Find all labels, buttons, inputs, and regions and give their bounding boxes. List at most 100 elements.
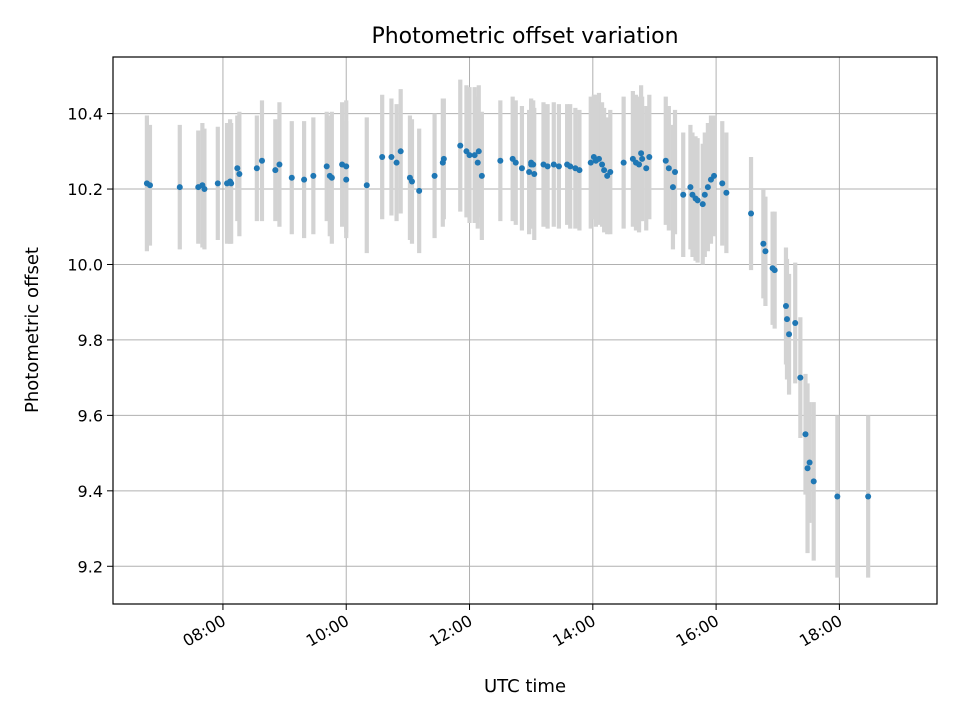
y-tick-label: 9.8 [78, 331, 103, 350]
data-point [599, 161, 606, 168]
data-point [723, 189, 730, 196]
data-point [201, 186, 208, 193]
data-point [323, 163, 330, 170]
data-point [497, 157, 504, 164]
data-point [567, 163, 574, 170]
data-point [806, 459, 813, 466]
data-point [466, 152, 473, 159]
data-point [792, 319, 799, 326]
data-point [343, 163, 350, 170]
data-point [228, 180, 235, 187]
data-point [550, 161, 557, 168]
x-tick-label: 14:00 [549, 611, 598, 651]
data-point [555, 163, 562, 170]
data-point [669, 184, 676, 191]
data-point [646, 153, 653, 160]
data-point [782, 302, 789, 309]
data-point [471, 152, 478, 159]
plot-frame [112, 56, 938, 605]
data-point [518, 165, 525, 172]
data-point [704, 184, 711, 191]
data-point [638, 150, 645, 157]
data-point [786, 331, 793, 338]
data-point [783, 316, 790, 323]
y-tick-label: 10.2 [67, 180, 103, 199]
data-point [176, 184, 183, 191]
data-point [397, 148, 404, 155]
data-point [694, 197, 701, 204]
data-point [343, 176, 350, 183]
data-point [601, 167, 608, 174]
x-tick-label: 08:00 [180, 611, 229, 651]
data-point [478, 172, 485, 179]
data-point [587, 159, 594, 166]
data-point [797, 374, 804, 381]
data-point [701, 191, 708, 198]
data-point [146, 182, 153, 189]
data-point [711, 172, 718, 179]
data-point [662, 157, 669, 164]
data-point [236, 170, 243, 177]
data-point [253, 165, 260, 172]
chart-title: Photometric offset variation [371, 24, 678, 49]
x-tick-label: 16:00 [673, 611, 722, 651]
data-point [719, 180, 726, 187]
y-tick-label: 9.6 [78, 406, 103, 425]
y-tick-label: 10.0 [67, 255, 103, 274]
data-point [388, 153, 395, 160]
y-ticks: 9.2 9.4 9.6 9.8 10.0 10.2 10.4 [67, 105, 113, 576]
data-point [512, 159, 519, 166]
data-point [431, 172, 438, 179]
data-point [475, 148, 482, 155]
data-point [416, 187, 423, 194]
data-point [665, 165, 672, 172]
data-point [544, 163, 551, 170]
data-point [771, 267, 778, 274]
data-point [804, 465, 811, 472]
data-point [214, 180, 221, 187]
data-point [865, 493, 872, 500]
error-bars [144, 79, 871, 578]
data-point [301, 176, 308, 183]
data-point [531, 170, 538, 177]
data-point [699, 201, 706, 208]
data-point [328, 174, 335, 181]
data-points [143, 142, 872, 500]
data-point [576, 167, 583, 174]
data-point [639, 155, 646, 162]
data-point [802, 431, 809, 438]
x-axis-label: UTC time [484, 676, 566, 697]
data-point [272, 167, 279, 174]
y-tick-label: 9.2 [78, 557, 103, 576]
x-tick-label: 18:00 [796, 611, 845, 651]
data-point [748, 210, 755, 217]
data-point [408, 178, 415, 185]
data-point [760, 240, 767, 247]
y-axis-label: Photometric offset [22, 247, 43, 413]
data-point [310, 172, 317, 179]
data-point [393, 159, 400, 166]
data-point [620, 159, 627, 166]
y-tick-label: 10.4 [67, 105, 103, 124]
data-point [680, 191, 687, 198]
x-ticks: 08:00 10:00 12:00 14:00 16:00 18:00 [180, 604, 845, 651]
data-point [595, 155, 602, 162]
data-point [526, 169, 533, 176]
data-point [762, 248, 769, 255]
data-point [636, 161, 643, 168]
x-tick-label: 10:00 [303, 611, 352, 651]
data-point [643, 165, 650, 172]
data-point [440, 155, 447, 162]
data-point [276, 161, 283, 168]
data-point [474, 159, 481, 166]
data-point [457, 142, 464, 149]
data-point [834, 493, 841, 500]
data-point [607, 169, 614, 176]
data-point [258, 157, 265, 164]
data-point [379, 153, 386, 160]
data-point [687, 184, 694, 191]
x-tick-label: 12:00 [426, 611, 475, 651]
data-point [234, 165, 241, 172]
data-point [530, 161, 537, 168]
